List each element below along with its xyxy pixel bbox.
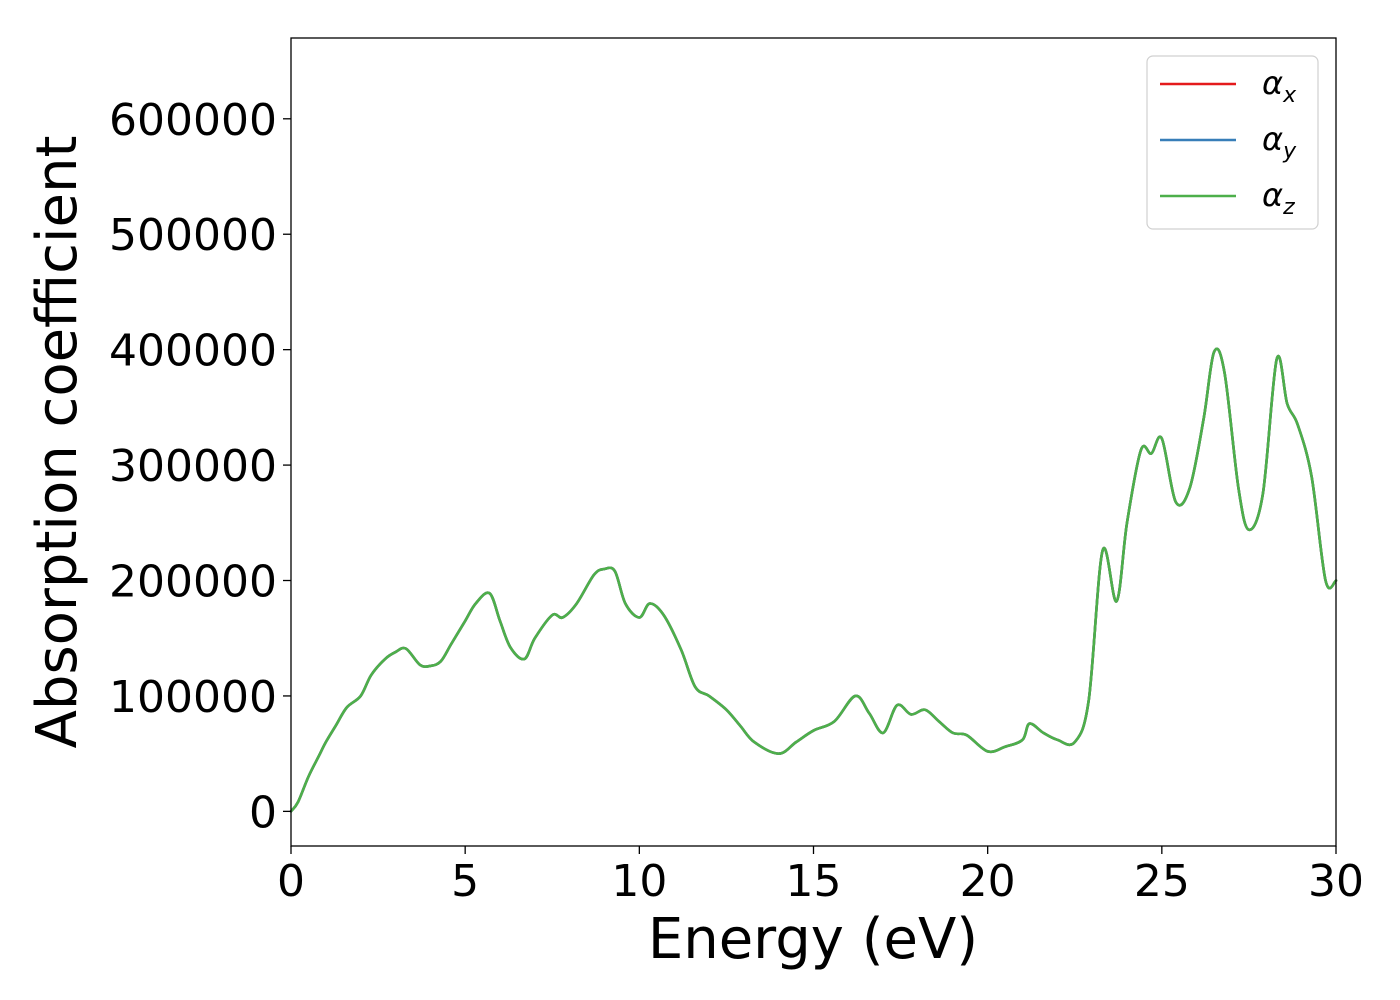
series-layer	[289, 347, 1338, 813]
series-line-alpha-z	[289, 347, 1338, 813]
y-axis-ticks: 0 100000 200000 300000 400000 500000 600000	[109, 95, 291, 838]
y-axis-label: Absorption coefficient	[25, 136, 90, 749]
y-tick-label: 100000	[109, 672, 277, 723]
x-tick-label: 0	[277, 856, 305, 907]
x-tick-label: 25	[1134, 856, 1190, 907]
x-tick-label: 15	[786, 856, 842, 907]
x-axis-ticks: 0 5 10 15 20 25 30	[277, 846, 1364, 907]
y-tick-label: 400000	[109, 326, 277, 377]
x-tick-label: 10	[611, 856, 667, 907]
x-tick-label: 30	[1308, 856, 1364, 907]
y-tick-label: 300000	[109, 441, 277, 492]
x-tick-label: 5	[451, 856, 479, 907]
x-axis-label: Energy (eV)	[648, 907, 978, 972]
y-tick-label: 600000	[109, 95, 277, 146]
y-tick-label: 500000	[109, 210, 277, 261]
legend-box	[1146, 55, 1319, 230]
y-tick-label: 200000	[109, 557, 277, 608]
y-tick-label: 0	[249, 787, 277, 838]
x-tick-label: 20	[960, 856, 1016, 907]
